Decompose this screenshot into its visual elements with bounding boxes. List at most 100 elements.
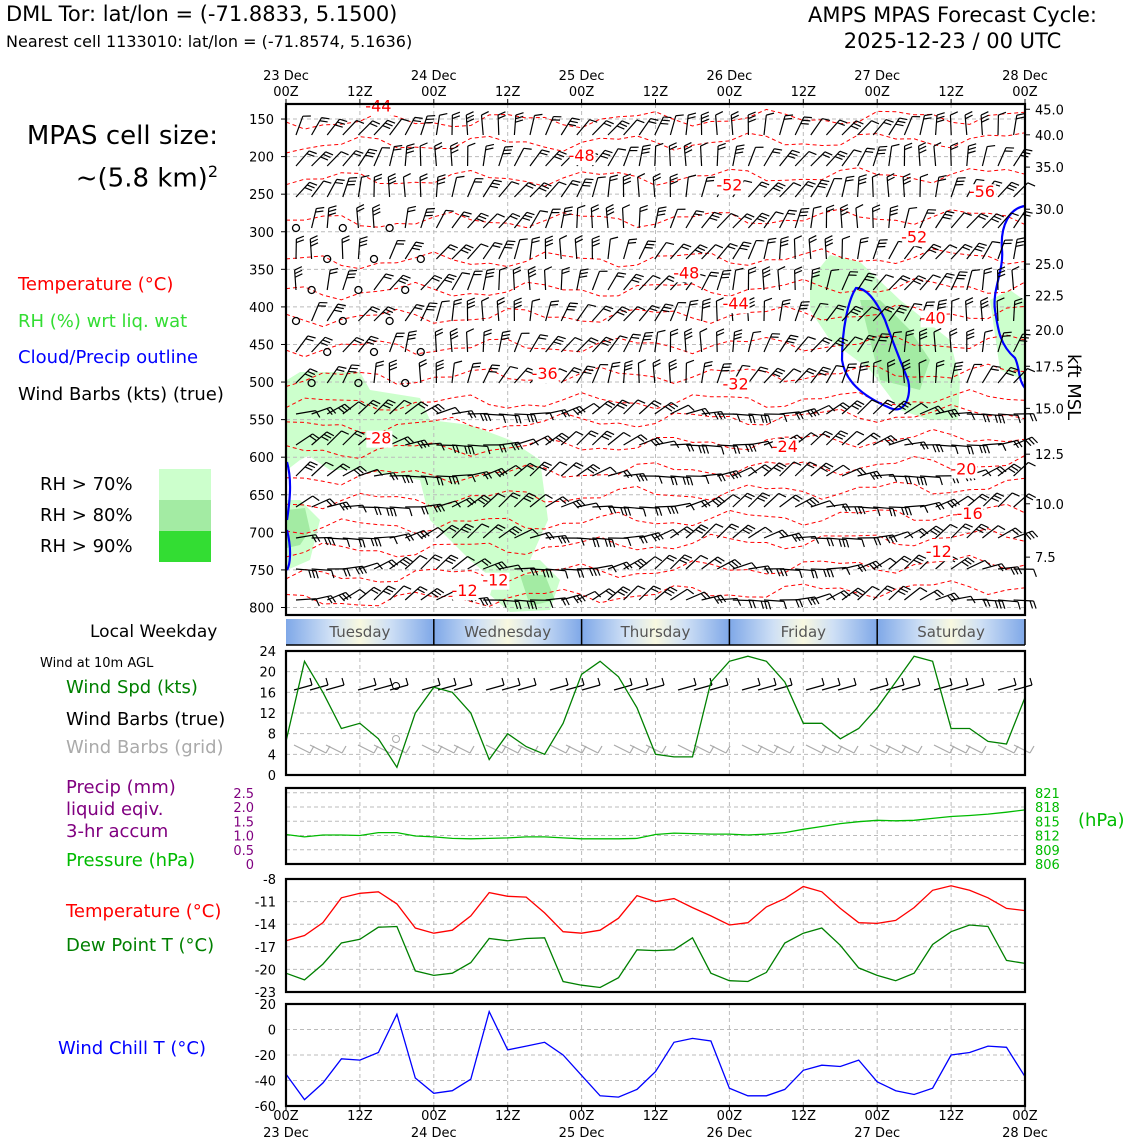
wind-barb-tick <box>814 408 820 416</box>
wind-barb-tick <box>377 507 382 516</box>
wind-barb-tick <box>623 507 628 516</box>
wind-barb-tick <box>370 335 379 340</box>
wind-barb-tick <box>635 474 641 482</box>
wind-barb-tick <box>822 433 831 438</box>
wind-barb-tick <box>588 432 596 438</box>
wind-barb-tick <box>1005 372 1014 377</box>
wind-barb-tick <box>996 297 1005 302</box>
wind-barb-tick <box>624 367 633 371</box>
wind-barb-tick <box>594 591 602 598</box>
wind-barb <box>732 466 752 477</box>
wind-barb-tick <box>296 235 305 240</box>
wind-barb-tick <box>860 240 869 244</box>
surface-wind-barb <box>325 684 345 691</box>
wind-barb-tick <box>466 111 474 116</box>
wind-barb-tick <box>308 150 317 155</box>
wind-barb-tick <box>963 212 972 216</box>
wind-barb-tick <box>715 244 724 249</box>
wind-barb-tick <box>748 266 757 271</box>
wind-barb-tick <box>686 526 694 532</box>
wind-barb-tick <box>704 360 713 364</box>
calm-wind-circle <box>369 347 379 357</box>
wind-barb-tick <box>477 498 486 505</box>
wind-barb-tick <box>385 401 394 407</box>
wind-barb-tick <box>810 432 819 438</box>
wind-barb-tick <box>626 470 633 478</box>
wind-barb-tick <box>631 279 640 283</box>
wind-barb-tick <box>538 337 547 340</box>
wind-barb-tick <box>398 279 406 285</box>
wind-barb-tick <box>991 218 999 223</box>
wind-barb <box>871 176 874 198</box>
wind-barb-tick <box>764 566 770 574</box>
wind-barb-tick <box>822 366 831 371</box>
wind-barb-tick <box>455 445 460 454</box>
wind-barb-tick <box>884 587 893 593</box>
wind-barb <box>357 177 363 198</box>
wind-barb-tick <box>607 400 616 406</box>
wind-barb-tick <box>325 461 334 467</box>
temperature-contour <box>285 554 1026 583</box>
temperature-contour-label: -52 <box>716 175 742 194</box>
grid-wind-barb <box>837 744 855 754</box>
grid-wind-barb <box>1013 744 1031 754</box>
wind-barb-tick <box>497 469 505 476</box>
wind-barb-tick <box>467 410 473 419</box>
wind-barb-tick <box>824 151 833 156</box>
surface-wind-barb <box>869 684 889 691</box>
temperature-contour <box>285 528 1026 558</box>
wind-barb-tick <box>588 339 596 345</box>
wind-barb-tick <box>476 217 484 223</box>
wind-barb-tick <box>773 467 782 472</box>
wind-barb-tick <box>636 119 645 124</box>
wind-barb-tick <box>794 235 803 240</box>
wind-barb-tick <box>887 436 895 443</box>
wind-barb-tick <box>892 508 896 517</box>
calm-wind-circle <box>369 254 379 264</box>
wind-barb-tick <box>689 303 698 306</box>
wind-barb-tick <box>745 526 753 532</box>
wind-barb-tick <box>646 243 655 246</box>
wind-barb-tick <box>780 243 789 247</box>
wind-barb-tick <box>550 303 559 306</box>
wind-barb-tick <box>354 432 363 438</box>
wind-barb-tick <box>839 150 848 155</box>
forecast-cycle-title: AMPS MPAS Forecast Cycle: 2025-12-23 / 0… <box>760 2 1140 54</box>
wind-barb-tick <box>604 403 613 409</box>
calm-wind-circle <box>323 347 332 357</box>
wind-barb-tick <box>700 593 708 600</box>
wind-barb-tick <box>998 111 1007 116</box>
wind-barb <box>637 177 640 198</box>
wind-barb-tick <box>904 146 913 151</box>
wind-barb-tick <box>654 556 663 562</box>
wind-barb-tick <box>309 181 318 186</box>
wind-barb-tick <box>996 213 1005 218</box>
wind-barb-tick <box>419 173 428 178</box>
wind-barb-tick <box>359 239 368 244</box>
wind-barb-tick <box>782 302 791 306</box>
wind-barb-tick <box>652 274 661 280</box>
wind-barb-tick <box>593 402 601 409</box>
wind-barb-tick <box>976 245 985 249</box>
wind-barb-tick <box>649 307 658 312</box>
wind-barb-tick <box>752 600 757 609</box>
wind-barb-tick <box>650 117 659 121</box>
wind-barb-tick <box>502 444 507 453</box>
wind-barb-tick <box>670 328 679 333</box>
wind-barb-tick <box>545 569 550 578</box>
wind-barb-tick <box>426 308 435 311</box>
wind-barb <box>559 239 562 260</box>
wind-barb-tick <box>485 147 494 151</box>
wind-barb-tick <box>812 270 821 275</box>
temperature-tick-label: -11 <box>255 896 276 911</box>
temperature-tick-label: -14 <box>255 918 276 933</box>
wind-barb-tick <box>736 144 745 147</box>
wind-barb-tick <box>389 472 395 481</box>
weekday-cell <box>729 619 878 645</box>
wind-barb-tick <box>382 125 391 130</box>
wind-barb-tick <box>606 207 615 213</box>
wind-barb-tick <box>572 179 581 183</box>
wind-barb-tick <box>748 118 756 123</box>
wind-barb-tick <box>819 182 828 186</box>
wind-barb-tick <box>744 179 753 184</box>
